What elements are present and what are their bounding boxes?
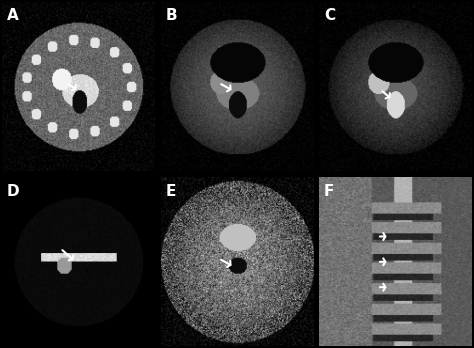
Text: E: E: [165, 184, 176, 199]
Text: A: A: [7, 8, 18, 24]
Text: C: C: [324, 8, 335, 24]
Text: F: F: [324, 184, 334, 199]
Text: D: D: [7, 184, 19, 199]
Text: B: B: [165, 8, 177, 24]
